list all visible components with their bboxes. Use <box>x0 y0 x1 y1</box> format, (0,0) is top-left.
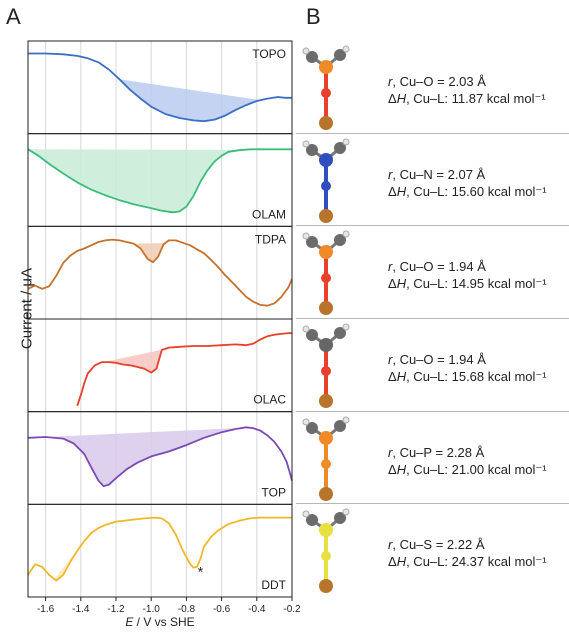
panel-a-label: A <box>6 4 21 29</box>
bond-info-3: r, Cu–O = 1.94 Å ΔH, Cu–L: 15.68 kcal mol… <box>388 351 547 385</box>
row-separator <box>296 225 569 227</box>
binding-enthalpy: ΔH, Cu–L: 15.68 kcal mol⁻¹ <box>388 368 547 385</box>
bond-length-symbol: r <box>388 537 393 553</box>
bond-length-value: , Cu–S = 2.22 Å <box>392 537 485 553</box>
peak-annotation-asterisk: * <box>198 564 204 580</box>
row-separator <box>296 503 569 505</box>
x-tick-label-7: -0.2 <box>283 604 301 615</box>
molecule-model-4 <box>302 416 350 501</box>
bond-length: r, Cu–O = 2.03 Å <box>388 73 546 90</box>
enthalpy-delta-symbol: Δ <box>388 183 397 199</box>
enthalpy-delta-symbol: Δ <box>388 276 397 292</box>
x-tick-label-0: -1.6 <box>37 604 55 615</box>
bond-length-symbol: r <box>388 166 393 182</box>
bond-length-value: , Cu–N = 2.07 Å <box>392 166 486 182</box>
enthalpy-symbol: H <box>396 369 407 384</box>
row-separator <box>296 318 569 319</box>
bond-length-symbol: r <box>388 352 393 367</box>
series-label-olac: OLAC <box>253 393 286 407</box>
bond-info-1: r, Cu–N = 2.07 Å ΔH, Cu–L: 15.60 kcal mol… <box>388 166 547 200</box>
binding-enthalpy: ΔH, Cu–L: 15.60 kcal mol⁻¹ <box>388 183 547 200</box>
x-tick-label-2: -1.2 <box>107 604 125 615</box>
x-axis-label-symbol: E <box>125 615 134 629</box>
series-line-tdpa <box>27 238 293 307</box>
enthalpy-symbol: H <box>396 91 407 106</box>
bond-length: r, Cu–N = 2.07 Å <box>388 166 547 183</box>
binding-enthalpy: ΔH, Cu–L: 21.00 kcal mol⁻¹ <box>388 461 547 478</box>
enthalpy-value: , Cu–L: 24.37 kcal mol⁻¹ <box>406 554 547 570</box>
peak-area-tdpa <box>133 243 166 263</box>
x-tick-label-4: -0.8 <box>178 604 196 615</box>
peak-area-topo <box>119 79 261 122</box>
peak-area-olam <box>28 149 243 213</box>
series-line-ddt <box>27 516 292 582</box>
enthalpy-symbol: H <box>396 183 407 199</box>
series-label-topo: TOPO <box>252 47 286 61</box>
molecule-model-0 <box>302 45 350 130</box>
subplot-frame-ddt <box>27 503 293 598</box>
bond-info-5: r, Cu–S = 2.22 Å ΔH, Cu–L: 24.37 kcal mol… <box>388 536 547 570</box>
row-separator <box>296 132 569 134</box>
enthalpy-delta-symbol: Δ <box>388 554 397 570</box>
binding-enthalpy: ΔH, Cu–L: 24.37 kcal mol⁻¹ <box>388 553 547 570</box>
subplot-frame-top <box>27 411 293 505</box>
enthalpy-delta-symbol: Δ <box>388 369 397 384</box>
enthalpy-value: , Cu–L: 11.87 kcal mol⁻¹ <box>406 91 546 106</box>
enthalpy-value: , Cu–L: 21.00 kcal mol⁻¹ <box>406 461 547 477</box>
series-line-olam <box>27 148 292 214</box>
bond-length-value: , Cu–O = 2.03 Å <box>392 74 486 89</box>
series-line-topo <box>28 52 292 123</box>
enthalpy-symbol: H <box>396 276 407 292</box>
peak-area-olac <box>103 349 164 373</box>
enthalpy-value: , Cu–L: 15.60 kcal mol⁻¹ <box>406 183 547 199</box>
row-separator <box>296 410 569 412</box>
panel-b-label: B <box>306 4 321 29</box>
bond-length-value: , Cu–O = 1.94 Å <box>392 352 486 367</box>
series-label-olam: OLAM <box>252 207 286 221</box>
series-label-tdpa: TDPA <box>255 232 286 246</box>
enthalpy-value: , Cu–L: 15.68 kcal mol⁻¹ <box>406 369 547 384</box>
bond-info-4: r, Cu–P = 2.28 Å ΔH, Cu–L: 21.00 kcal mol… <box>388 444 547 478</box>
molecule-model-3 <box>302 323 350 408</box>
bond-length-symbol: r <box>388 259 393 275</box>
x-tick-label-6: -0.4 <box>248 604 266 615</box>
enthalpy-delta-symbol: Δ <box>388 461 397 477</box>
enthalpy-symbol: H <box>396 554 407 570</box>
series-label-top: TOP <box>262 485 286 499</box>
molecule-model-5 <box>302 508 350 594</box>
molecule-model-1 <box>302 138 350 223</box>
bond-length-symbol: r <box>388 444 393 460</box>
binding-enthalpy: ΔH, Cu–L: 11.87 kcal mol⁻¹ <box>388 90 546 107</box>
bond-info-2: r, Cu–O = 1.94 Å ΔH, Cu–L: 14.95 kcal mol… <box>388 258 547 292</box>
peak-area-top <box>42 427 243 487</box>
enthalpy-value: , Cu–L: 14.95 kcal mol⁻¹ <box>406 276 547 292</box>
bond-length-value: , Cu–O = 1.94 Å <box>392 259 486 275</box>
enthalpy-symbol: H <box>396 461 407 477</box>
x-axis-label-unit: / V vs SHE <box>133 615 195 629</box>
bond-length: r, Cu–P = 2.28 Å <box>388 444 547 461</box>
bond-length-symbol: r <box>388 74 393 89</box>
series-label-ddt: DDT <box>261 578 286 592</box>
series-line-top <box>27 426 293 488</box>
binding-enthalpy: ΔH, Cu–L: 14.95 kcal mol⁻¹ <box>388 275 547 292</box>
bond-length: r, Cu–S = 2.22 Å <box>388 536 547 553</box>
enthalpy-delta-symbol: Δ <box>388 91 397 106</box>
bond-length-value: , Cu–P = 2.28 Å <box>392 444 485 460</box>
bond-length: r, Cu–O = 1.94 Å <box>388 351 547 368</box>
series-line-olac <box>76 332 292 406</box>
subplot-frame-tdpa <box>27 225 293 320</box>
x-tick-label-3: -1.0 <box>143 604 161 615</box>
bond-info-0: r, Cu–O = 2.03 Å ΔH, Cu–L: 11.87 kcal mol… <box>388 73 546 107</box>
molecule-model-2 <box>302 230 350 316</box>
x-tick-label-1: -1.4 <box>72 604 90 615</box>
x-axis-label: E / V vs SHE <box>28 615 292 629</box>
x-tick-label-5: -0.6 <box>213 604 231 615</box>
bond-length: r, Cu–O = 1.94 Å <box>388 258 547 275</box>
